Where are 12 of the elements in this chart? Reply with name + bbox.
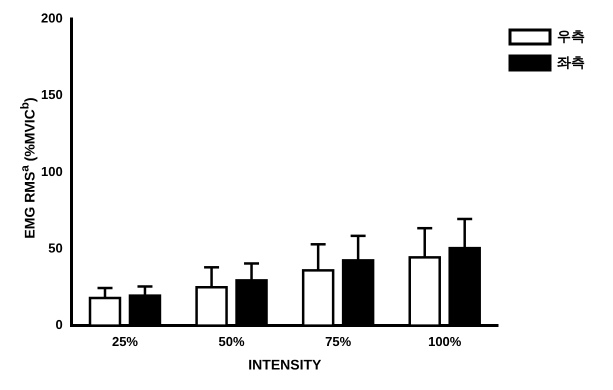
x-tick-label: 25% [112, 334, 138, 349]
x-tick-label: 100% [428, 334, 462, 349]
x-axis-title: INTENSITY [248, 356, 322, 372]
x-tick-label: 50% [218, 334, 245, 349]
y-tick-label: 50 [48, 240, 63, 256]
legend-label: 좌측 [557, 54, 585, 70]
x-tick-label: 75% [325, 334, 352, 349]
y-tick-label: 0 [55, 317, 63, 332]
y-tick-label: 100 [40, 164, 63, 179]
y-tick-label: 200 [40, 10, 63, 26]
y-tick-label: 150 [40, 87, 63, 102]
legend-label: 우측 [557, 28, 585, 44]
